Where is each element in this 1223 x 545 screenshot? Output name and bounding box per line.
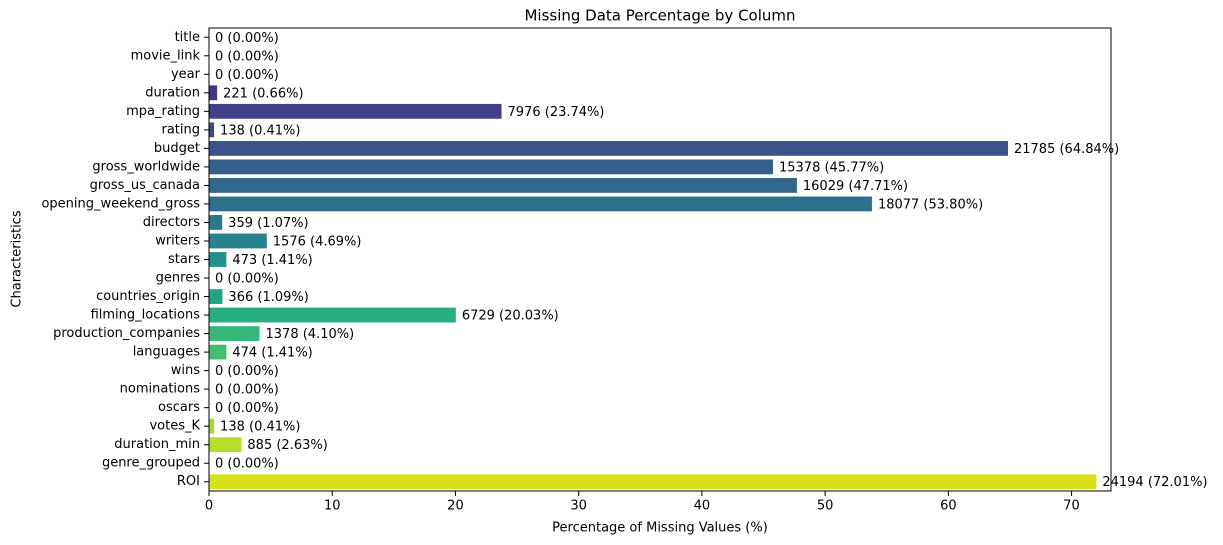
y-tick-label: mpa_rating	[126, 104, 200, 119]
bar	[209, 326, 260, 341]
bar	[209, 307, 456, 323]
y-tick-label: budget	[154, 141, 200, 156]
y-tick-label: movie_link	[131, 48, 201, 63]
data-label: 16029 (47.71%)	[803, 179, 908, 194]
y-tick-label: stars	[168, 252, 200, 267]
y-tick-label: ROI	[177, 474, 200, 489]
y-tick-label: languages	[133, 345, 201, 360]
bar	[209, 159, 773, 175]
y-tick-label: writers	[155, 233, 200, 248]
x-tick-label: 50	[817, 499, 834, 514]
y-tick-label: duration	[145, 85, 200, 100]
data-label: 24194 (72.01%)	[1102, 475, 1207, 490]
y-tick-label: production_companies	[53, 326, 200, 341]
data-label: 473 (1.41%)	[232, 253, 312, 268]
data-label: 7976 (23.74%)	[508, 105, 605, 120]
data-label: 138 (0.41%)	[220, 123, 300, 138]
bar	[209, 215, 223, 230]
bar	[209, 289, 223, 304]
data-label: 6729 (20.03%)	[462, 309, 559, 324]
y-tick-label: filming_locations	[91, 308, 201, 323]
y-tick-label: gross_worldwide	[92, 159, 200, 174]
y-axis-label: Characteristics	[10, 210, 25, 307]
bar	[209, 474, 1097, 490]
y-tick-label: year	[171, 67, 201, 82]
bar	[209, 122, 215, 138]
y-tick-label: directors	[143, 215, 200, 230]
x-tick-label: 60	[940, 499, 957, 514]
x-tick-label: 10	[324, 499, 341, 514]
bar	[209, 344, 227, 360]
data-label: 0 (0.00%)	[215, 457, 279, 472]
y-tick-label: nominations	[120, 382, 201, 397]
bar	[209, 418, 215, 434]
bar	[209, 103, 502, 119]
data-label: 0 (0.00%)	[215, 383, 279, 398]
y-tick-label: rating	[161, 122, 200, 137]
y-tick-label: opening_weekend_gross	[41, 196, 200, 211]
chart-title: Missing Data Percentage by Column	[524, 7, 795, 25]
data-label: 0 (0.00%)	[215, 272, 279, 287]
bar	[209, 178, 797, 193]
bar	[209, 437, 242, 453]
data-label: 0 (0.00%)	[215, 68, 279, 83]
data-label: 0 (0.00%)	[215, 364, 279, 379]
y-tick-label: title	[175, 30, 200, 45]
data-label: 0 (0.00%)	[215, 31, 279, 46]
data-label: 1576 (4.69%)	[273, 234, 362, 249]
x-tick-label: 70	[1063, 499, 1080, 514]
data-label: 1378 (4.10%)	[266, 327, 355, 342]
bar	[209, 196, 872, 212]
y-tick-label: oscars	[158, 400, 200, 415]
y-tick-label: duration_min	[114, 437, 200, 452]
y-tick-label: wins	[171, 363, 200, 378]
data-label: 15378 (45.77%)	[779, 160, 884, 175]
data-label: 221 (0.66%)	[223, 86, 303, 101]
data-label: 0 (0.00%)	[215, 49, 279, 64]
x-tick-label: 30	[570, 499, 587, 514]
bar	[209, 252, 227, 267]
data-label: 359 (1.07%)	[228, 216, 308, 231]
y-tick-label: genres	[156, 271, 201, 286]
plot-frame	[208, 27, 1112, 492]
y-tick-label: countries_origin	[96, 289, 200, 304]
data-label: 885 (2.63%)	[247, 438, 327, 453]
bar	[209, 140, 1008, 156]
y-tick-label: gross_us_canada	[90, 178, 200, 193]
data-label: 18077 (53.80%)	[878, 197, 983, 212]
data-label: 138 (0.41%)	[220, 420, 300, 435]
data-label: 366 (1.09%)	[228, 290, 308, 305]
x-tick-label: 40	[694, 499, 711, 514]
data-label: 474 (1.41%)	[232, 346, 312, 361]
data-label: 0 (0.00%)	[215, 401, 279, 416]
bar	[209, 85, 218, 101]
x-tick-label: 20	[447, 499, 464, 514]
y-tick-label: genre_grouped	[102, 456, 200, 471]
bar	[209, 233, 267, 249]
x-tick-label: 0	[205, 499, 213, 514]
y-tick-label: votes_K	[149, 419, 200, 434]
x-axis-label: Percentage of Missing Values (%)	[552, 521, 768, 536]
data-label: 21785 (64.84%)	[1014, 142, 1119, 157]
